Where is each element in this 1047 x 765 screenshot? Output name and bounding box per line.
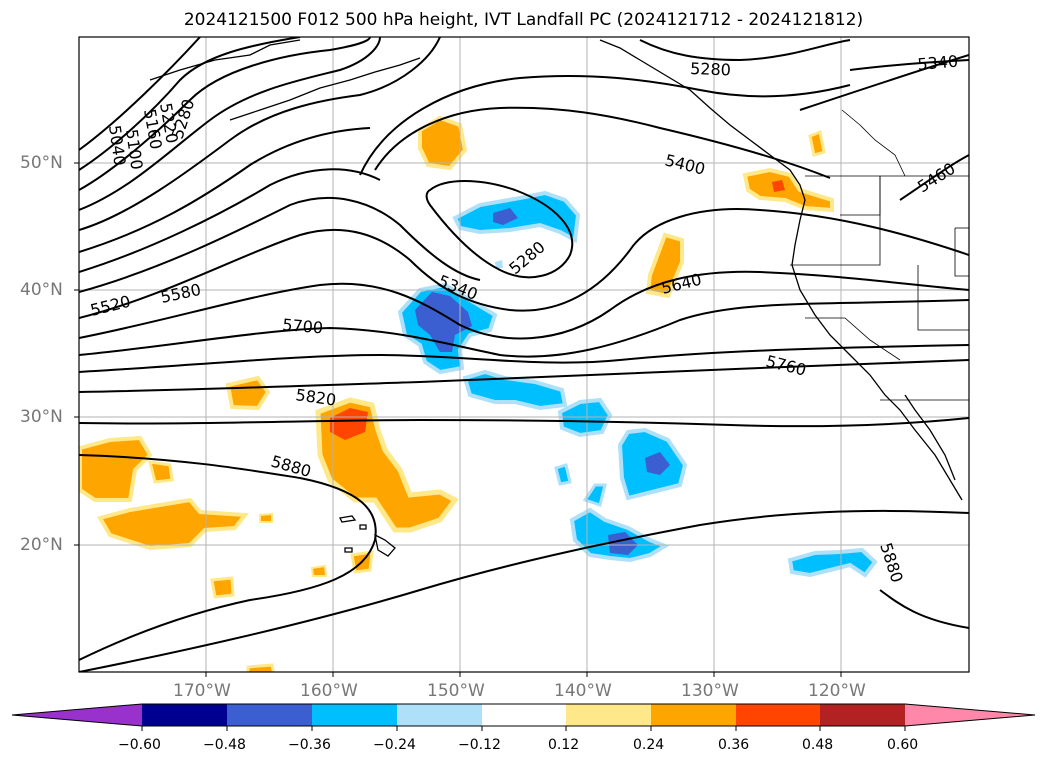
graticule [79, 37, 969, 672]
contour-label: 5700 [282, 315, 324, 337]
contour-label: 5880 [876, 540, 907, 585]
colorbar-extend-low [12, 704, 142, 726]
colorbar-tick-label: −0.36 [288, 737, 331, 753]
contour-label: 5580 [159, 280, 203, 307]
contour-label: 5460 [914, 159, 959, 197]
map-title: 2024121500 F012 500 hPa height, IVT Land… [183, 10, 864, 30]
colorbar-segment [142, 704, 227, 726]
colorbar-tick-label: −0.12 [458, 737, 501, 753]
colorbar-tick-label: 0.60 [887, 737, 919, 753]
colorbar-tick-label: −0.60 [118, 737, 161, 753]
contour-label: 5820 [294, 385, 337, 409]
contour-label: 5280 [690, 59, 731, 79]
contour-label: 5280 [505, 237, 548, 278]
colorbar-tick-label: −0.48 [203, 737, 246, 753]
colorbar-segment [566, 704, 651, 726]
contour-label: 5520 [88, 292, 132, 320]
colorbar-segment [820, 704, 905, 726]
colorbar-extend-high [905, 704, 1035, 726]
lat-label: 50°N [20, 153, 63, 173]
colorbar-segment [482, 704, 566, 726]
coastlines [149, 39, 963, 557]
ivt-strong-negative-region [645, 452, 670, 475]
ivt-positive-region [147, 460, 174, 484]
ivt-strong-negative-region [493, 208, 518, 225]
borders [790, 109, 969, 401]
colorbar [11, 703, 1036, 731]
ivt-negative-region [495, 260, 503, 268]
lon-label: 130°W [681, 681, 739, 701]
ivt-positive-region [79, 435, 153, 502]
ivt-negative-region [554, 463, 572, 486]
ivt-positive-region [246, 663, 275, 672]
colorbar-segment [651, 704, 736, 726]
lon-label: 160°W [300, 681, 358, 701]
colorbar-tick-label: 0.36 [718, 737, 750, 753]
ivt-shading [79, 115, 878, 672]
ivt-negative-region [462, 369, 568, 411]
lon-label: 120°W [808, 681, 866, 701]
ivt-negative-region [787, 547, 878, 578]
colorbar-segment [397, 704, 482, 726]
lat-label: 30°N [20, 407, 63, 427]
colorbar-segment [312, 704, 397, 726]
lat-label: 40°N [20, 280, 63, 300]
colorbar-segment [227, 704, 312, 726]
ivt-positive-region [310, 564, 328, 577]
colorbar-tick-label: −0.24 [373, 737, 416, 753]
colorbar-tick-label: 0.48 [802, 737, 834, 753]
lat-label: 20°N [20, 535, 63, 555]
colorbar-tick-label: 0.12 [548, 737, 580, 753]
ivt-negative-region [582, 483, 607, 507]
colorbar-tick-label: 0.24 [633, 737, 665, 753]
contour-label: 5340 [917, 52, 959, 74]
ivt-strong-positive-region [330, 408, 368, 440]
colorbar-segment [736, 704, 820, 726]
lon-label: 170°W [173, 681, 231, 701]
ivt-positive-region [96, 497, 249, 551]
axis-ticks [74, 162, 842, 677]
lon-label: 150°W [427, 681, 485, 701]
ivt-positive-region [225, 375, 271, 411]
ivt-strong-positive-region [772, 180, 785, 192]
ivt-positive-region [210, 576, 235, 599]
lon-label: 140°W [554, 681, 612, 701]
map-frame [78, 36, 970, 673]
ivt-positive-region [742, 167, 834, 213]
contour-label: 5400 [663, 150, 707, 178]
contour-label: 5760 [764, 351, 808, 379]
ivt-positive-region [259, 512, 273, 523]
height-contours [79, 37, 969, 672]
ivt-positive-region [808, 129, 826, 157]
